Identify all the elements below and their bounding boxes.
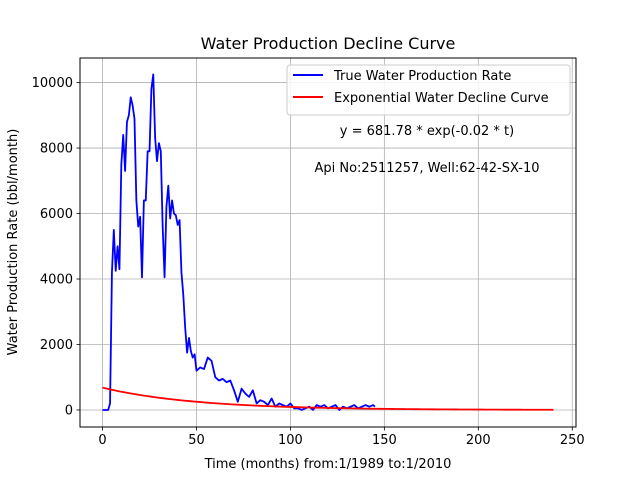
- well-info-annotation: Api No:2511257, Well:62-42-SX-10: [314, 161, 539, 176]
- x-tick-label: 250: [560, 433, 585, 448]
- y-tick-label: 6000: [40, 207, 73, 222]
- legend: True Water Production Rate Exponential W…: [286, 64, 571, 116]
- y-tick-label: 0: [65, 403, 73, 418]
- series-line-true-rate: [102, 73, 376, 411]
- y-tick-label: 4000: [40, 273, 73, 288]
- plot-frame: [79, 57, 577, 428]
- legend-box: [286, 64, 571, 116]
- series-layer: [102, 73, 554, 411]
- y-tick-label: 2000: [40, 338, 73, 353]
- y-axis-ticks: 0 2000 4000 6000 8000 10000: [32, 76, 80, 418]
- series-line-decline-curve: [102, 386, 554, 411]
- y-tick-label: 10000: [32, 76, 73, 91]
- x-tick-label: 100: [278, 433, 303, 448]
- x-axis-label: Time (months) from:1/1989 to:1/2010: [204, 457, 452, 472]
- chart-title: Water Production Decline Curve: [201, 34, 456, 53]
- x-tick-label: 50: [188, 433, 205, 448]
- legend-label-decline-curve: Exponential Water Decline Curve: [334, 91, 549, 106]
- x-axis-ticks: 0 50 100 150 200 250: [98, 427, 585, 448]
- y-tick-label: 8000: [40, 142, 73, 157]
- x-tick-label: 150: [372, 433, 397, 448]
- x-tick-label: 200: [466, 433, 491, 448]
- equation-annotation: y = 681.78 * exp(-0.02 * t): [340, 124, 514, 139]
- legend-label-true-rate: True Water Production Rate: [333, 69, 511, 84]
- y-axis-label: Water Production Rate (bbl/month): [6, 129, 21, 356]
- x-tick-label: 0: [98, 433, 106, 448]
